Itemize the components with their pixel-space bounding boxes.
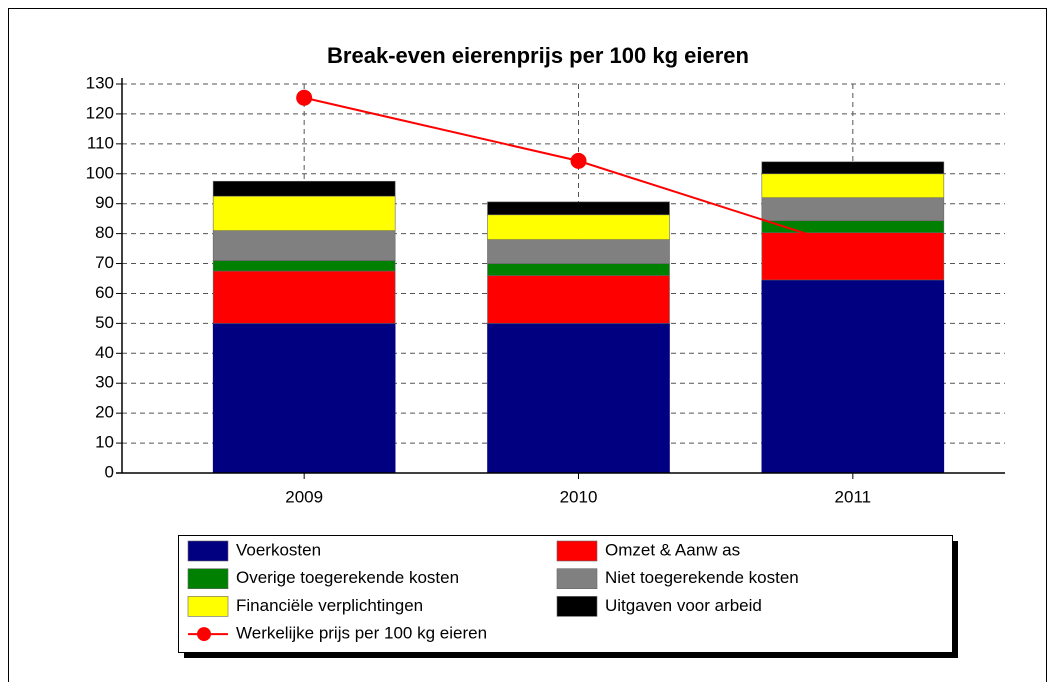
- y-tick-label: 100: [86, 163, 114, 182]
- legend-swatch: [187, 540, 229, 562]
- legend-label: Overige toegerekende kosten: [236, 568, 459, 587]
- y-tick-label: 40: [95, 343, 114, 362]
- legend-label: Werkelijke prijs per 100 kg eieren: [236, 624, 487, 643]
- y-tick-label: 120: [86, 103, 114, 122]
- line-marker: [844, 240, 861, 257]
- legend-swatch: [556, 596, 598, 617]
- bar-segment: [212, 230, 396, 261]
- x-tick-label: 2011: [835, 487, 872, 506]
- bar-segment: [761, 161, 945, 175]
- y-tick-label: 60: [95, 283, 114, 302]
- legend-label: Voerkosten: [236, 540, 321, 559]
- bar-segment: [487, 239, 670, 264]
- y-tick-label: 90: [95, 193, 114, 212]
- bar-segment: [487, 323, 670, 474]
- legend-label: Uitgaven voor arbeid: [605, 596, 762, 615]
- x-tick-label: 2010: [560, 487, 598, 506]
- y-tick-label: 10: [95, 433, 114, 452]
- bar-segment: [761, 173, 945, 199]
- bar-segment: [761, 279, 945, 474]
- legend-marker: [197, 627, 211, 642]
- line-marker: [296, 89, 313, 106]
- bar-segment: [761, 197, 945, 222]
- bar-segment: [212, 195, 396, 231]
- bar-segment: [487, 275, 670, 324]
- y-tick-label: 70: [95, 253, 114, 272]
- bar-segment: [212, 260, 396, 272]
- legend-label: Financiële verplichtingen: [236, 596, 423, 615]
- y-tick-label: 80: [95, 223, 114, 242]
- bar-segment: [761, 220, 945, 234]
- legend-swatch: [187, 568, 229, 590]
- y-tick-label: 50: [95, 313, 114, 332]
- bar-segment: [212, 270, 396, 324]
- bar-segment: [487, 214, 670, 240]
- y-tick-label: 30: [95, 373, 114, 392]
- line-marker: [570, 152, 587, 169]
- bar-segment: [212, 180, 396, 197]
- legend-label: Omzet & Aanw as: [605, 540, 740, 559]
- bar-segment: [487, 263, 670, 276]
- y-tick-label: 110: [87, 133, 114, 152]
- legend-label: Niet toegerekende kosten: [605, 568, 799, 587]
- bar-segment: [212, 323, 396, 474]
- x-tick-label: 2009: [285, 487, 323, 506]
- y-tick-label: 130: [86, 73, 114, 92]
- y-tick-label: 0: [105, 462, 114, 481]
- legend-swatch: [556, 540, 598, 562]
- chart-title: Break-even eierenprijs per 100 kg eieren: [327, 43, 749, 68]
- bar-segment: [487, 201, 670, 216]
- y-tick-label: 20: [95, 403, 114, 422]
- legend-swatch: [187, 596, 229, 617]
- legend-swatch: [556, 568, 598, 590]
